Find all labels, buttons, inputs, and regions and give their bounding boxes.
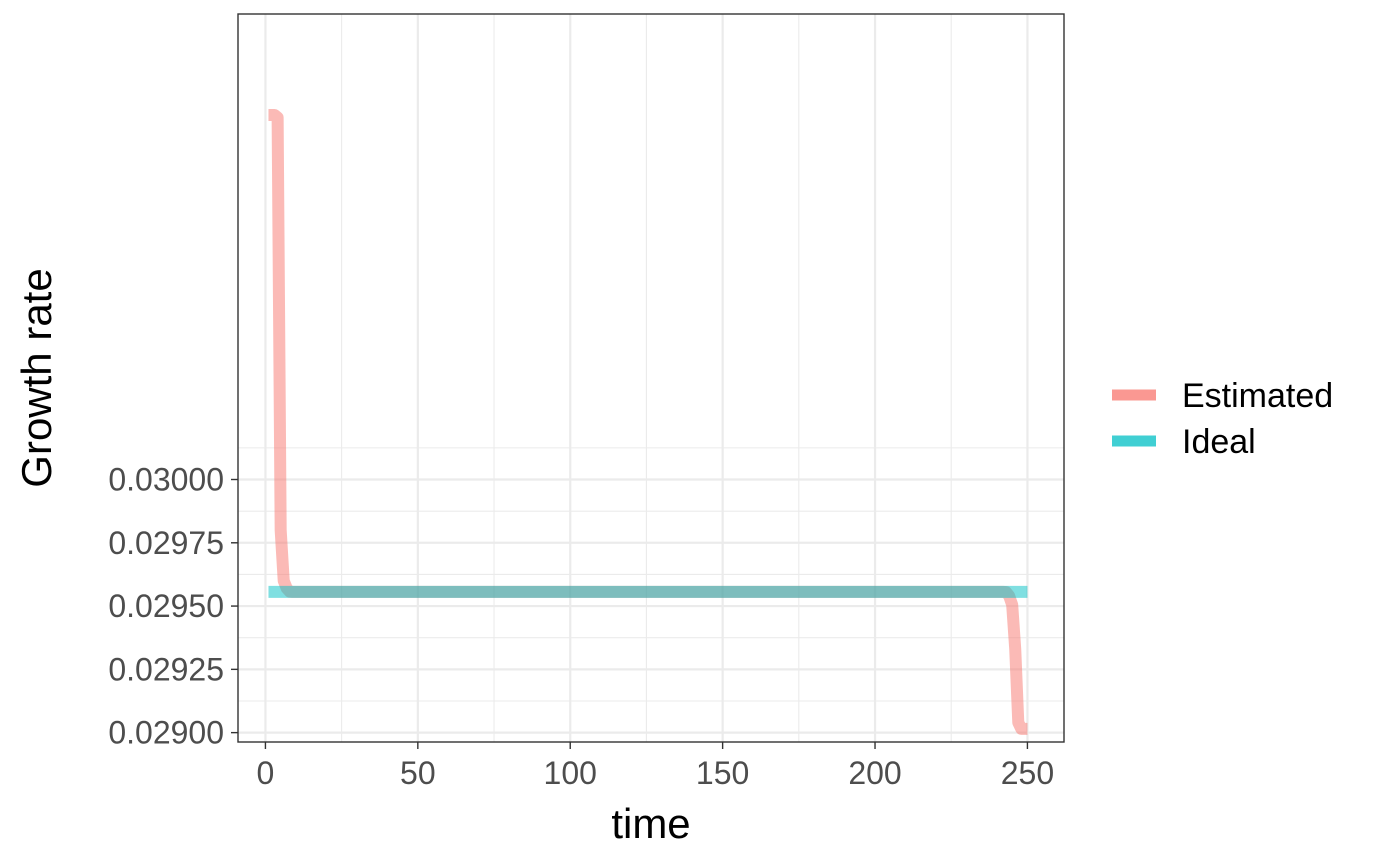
legend-label-ideal: Ideal bbox=[1182, 423, 1256, 461]
legend-label-estimated: Estimated bbox=[1182, 377, 1333, 415]
legend: Estimated Ideal bbox=[1112, 377, 1333, 461]
y-tick-label: 0.02975 bbox=[108, 525, 224, 561]
x-tick-label: 200 bbox=[848, 755, 901, 791]
x-tick-label: 250 bbox=[1001, 755, 1054, 791]
major-gridlines bbox=[238, 14, 1064, 742]
x-axis-title: time bbox=[611, 800, 690, 847]
minor-gridlines bbox=[238, 14, 1064, 742]
y-axis-ticks: 0.02900 0.02925 0.02950 0.02975 0.03000 bbox=[108, 462, 238, 751]
y-axis-title: Growth rate bbox=[13, 268, 60, 487]
x-tick-label: 0 bbox=[257, 755, 275, 791]
series-lines bbox=[265, 109, 1031, 735]
y-tick-label: 0.03000 bbox=[108, 462, 224, 498]
x-tick-label: 100 bbox=[544, 755, 597, 791]
y-tick-label: 0.02900 bbox=[108, 715, 224, 751]
x-axis-ticks: 0 50 100 150 200 250 bbox=[257, 742, 1054, 791]
x-tick-label: 50 bbox=[400, 755, 436, 791]
panel-background bbox=[238, 14, 1064, 742]
y-tick-label: 0.02950 bbox=[108, 588, 224, 624]
panel-border bbox=[237, 13, 1065, 743]
x-tick-label: 150 bbox=[696, 755, 749, 791]
y-tick-label: 0.02925 bbox=[108, 651, 224, 687]
